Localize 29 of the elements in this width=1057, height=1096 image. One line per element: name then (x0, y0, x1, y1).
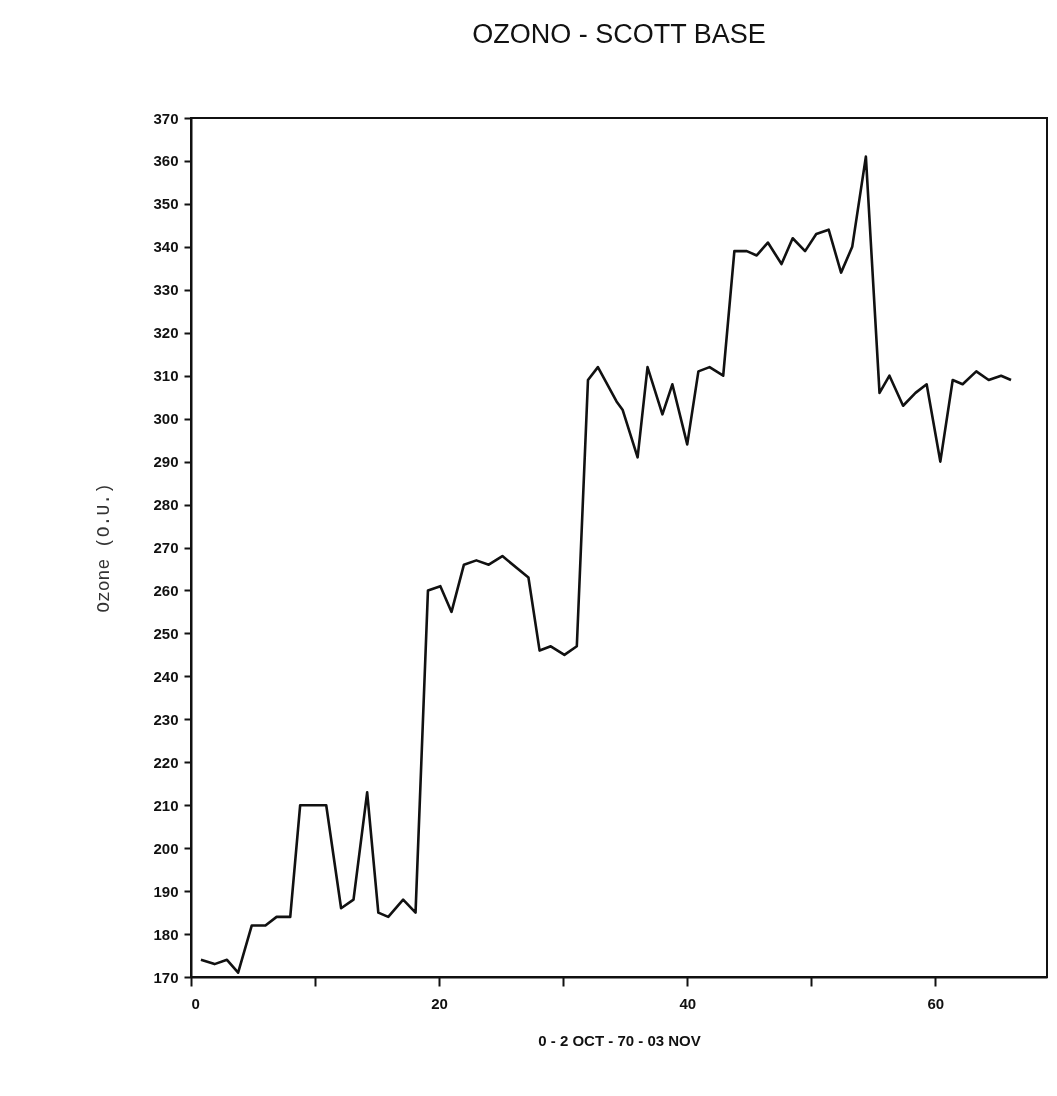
y-tick-label: 190 (153, 882, 179, 900)
line-series (199, 155, 1013, 975)
y-tick-label: 220 (153, 753, 179, 771)
y-tick-label: 290 (153, 453, 179, 471)
y-tick-label: 360 (153, 152, 179, 170)
x-tick-label: 60 (927, 994, 945, 1012)
y-tick-label: 340 (153, 238, 179, 256)
y-tick-label: 300 (153, 410, 179, 428)
x-axis-title: 0 - 2 OCT - 70 - 03 NOV (538, 1031, 701, 1049)
y-tick-label: 260 (153, 581, 179, 599)
x-tick-label: 40 (679, 994, 697, 1012)
y-tick-label: 230 (153, 710, 179, 728)
y-tick-label: 250 (153, 624, 179, 642)
y-axis-title: Ozone (O.U.) (94, 483, 115, 613)
y-tick-label: 330 (153, 281, 179, 299)
y-tick-label: 180 (153, 925, 179, 943)
y-tick-label: 350 (153, 195, 179, 213)
x-tick-label: 20 (431, 994, 448, 1012)
y-tick-label: 370 (153, 109, 179, 127)
y-tick-label: 270 (153, 539, 179, 556)
chart-title: OZONO - SCOTT BASE (472, 19, 766, 49)
y-tick-label: 280 (153, 496, 179, 514)
y-tick-label: 320 (153, 324, 179, 342)
y-tick-label: 210 (153, 796, 179, 814)
y-tick-label: 170 (153, 968, 179, 986)
y-tick-label: 240 (153, 667, 179, 685)
x-tick-label: 0 (191, 994, 200, 1012)
y-tick-label: 310 (153, 367, 179, 385)
y-tick-label: 200 (153, 839, 179, 857)
